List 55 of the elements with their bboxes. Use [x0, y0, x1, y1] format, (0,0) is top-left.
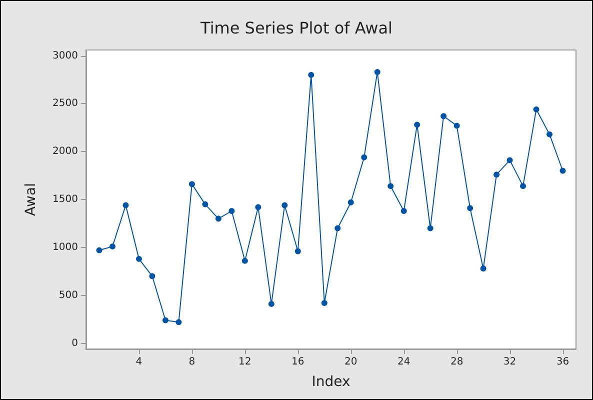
point: [228, 208, 235, 214]
point: [282, 202, 288, 208]
point: [149, 273, 156, 280]
point: [494, 172, 500, 178]
point: [308, 72, 314, 78]
y-tick-label: 0: [72, 338, 78, 349]
point: [427, 225, 434, 232]
point: [480, 266, 486, 272]
point: [467, 205, 474, 212]
point: [176, 319, 182, 326]
y-tick-label: 1000: [52, 242, 78, 253]
point: [215, 216, 222, 222]
point: [321, 300, 328, 306]
point: [361, 154, 368, 160]
point: [242, 258, 248, 264]
point: [334, 225, 341, 232]
point: [255, 204, 262, 210]
y-tick-label: 1500: [52, 194, 78, 205]
point: [122, 202, 129, 208]
point: [400, 208, 407, 214]
point: [109, 243, 116, 250]
x-tick-label: 16: [292, 356, 304, 368]
x-tick-label: 24: [397, 356, 410, 368]
x-tick-label: 32: [503, 356, 516, 368]
x-tick-label: 4: [136, 356, 142, 368]
chart-title: Time Series Plot of Awal: [200, 18, 392, 38]
point: [96, 247, 102, 254]
point: [506, 157, 513, 164]
y-axis-title: Awal: [23, 183, 39, 216]
point: [136, 256, 142, 262]
point: [294, 248, 301, 254]
point: [533, 106, 540, 112]
point: [268, 300, 274, 307]
point: [440, 113, 447, 120]
point: [414, 122, 420, 128]
y-tick-label: 3000: [52, 50, 78, 62]
x-axis-title: Index: [312, 374, 350, 390]
point: [546, 131, 553, 138]
y-tick-label: 2000: [52, 146, 78, 158]
x-tick-label: 12: [238, 356, 252, 368]
point: [348, 199, 354, 206]
point: [520, 183, 526, 190]
point: [374, 69, 380, 76]
x-tick-label: 20: [344, 356, 358, 368]
x-tick-label: 36: [556, 356, 570, 368]
x-tick-label: 28: [450, 356, 464, 368]
point: [162, 317, 168, 324]
point: [188, 181, 195, 188]
point: [202, 201, 208, 208]
point: [560, 168, 566, 174]
x-tick-label: 8: [188, 356, 196, 368]
y-tick-label: 500: [58, 290, 78, 301]
point: [388, 183, 394, 190]
point: [454, 122, 460, 129]
y-tick-label: 2500: [52, 98, 78, 110]
